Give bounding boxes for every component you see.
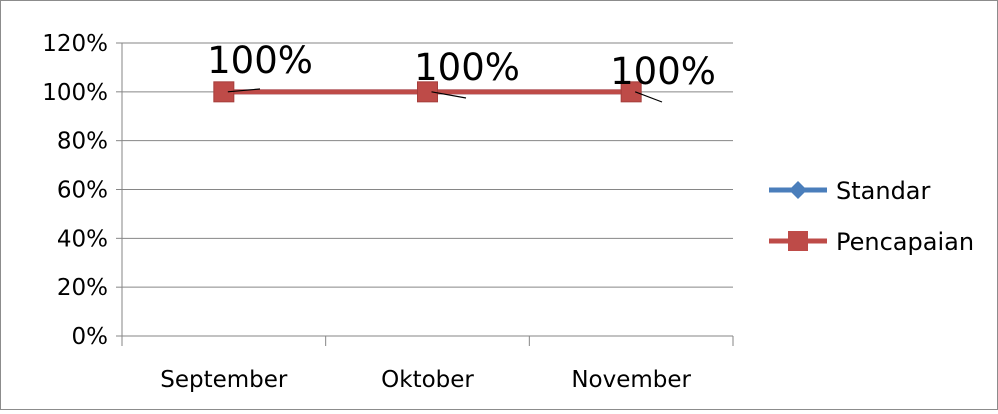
data-label-leader — [227, 88, 261, 93]
legend-marker-square-icon — [788, 231, 808, 251]
y-tick-label: 120% — [42, 31, 108, 57]
y-tick-label: 0% — [72, 324, 109, 350]
x-tick-label: November — [571, 367, 691, 393]
series-markers — [213, 81, 642, 103]
legend-marker-diamond-icon — [789, 181, 807, 199]
legend: Standar Pencapaian — [769, 177, 974, 256]
data-label: 100% — [414, 46, 520, 89]
data-label-leader — [431, 91, 467, 99]
data-label: 100% — [610, 50, 716, 93]
y-tick-label: 20% — [57, 275, 108, 301]
y-tick-label: 60% — [57, 178, 108, 204]
x-tick-label: Oktober — [381, 367, 474, 393]
data-label-leader — [634, 91, 663, 103]
data-labels: 100% 100% 100% — [207, 39, 716, 103]
legend-label: Pencapaian — [836, 228, 974, 256]
y-tick-label: 80% — [57, 129, 108, 155]
point-pencapaian — [417, 81, 438, 103]
legend-label: Standar — [836, 177, 931, 205]
y-axis-ticks: 0% 20% 40% 60% 80% 100% 120% — [42, 31, 122, 350]
y-tick-label: 100% — [42, 80, 108, 106]
x-axis-ticks: September Oktober November — [121, 336, 734, 393]
x-tick-label: September — [160, 367, 288, 393]
point-pencapaian — [620, 81, 642, 103]
y-tick-label: 40% — [57, 226, 108, 252]
data-label: 100% — [207, 39, 313, 82]
